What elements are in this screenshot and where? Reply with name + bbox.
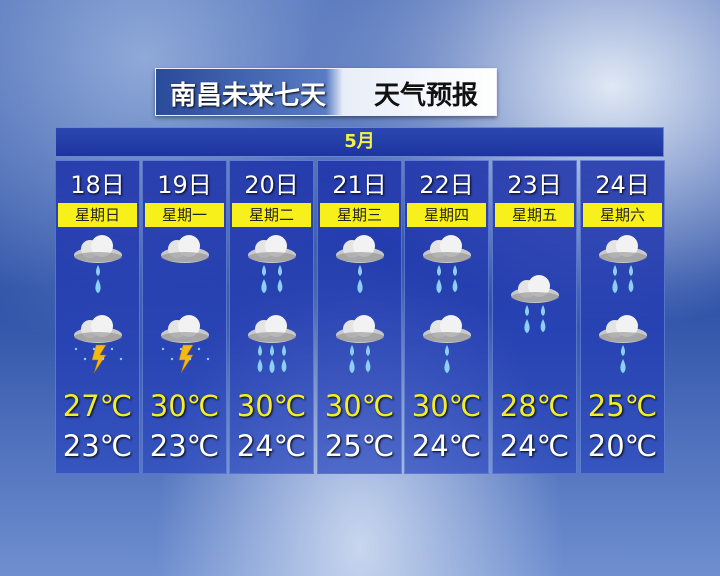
day-column: 24日 星期六 25℃ 20℃ [580,160,665,474]
thunderstorm-icon [161,315,210,374]
day-column: 19日 星期一 30℃ 23℃ [142,160,227,474]
low-temp: 23℃ [149,429,220,463]
day-date: 21日 [332,171,387,199]
high-temp: 25℃ [587,389,658,423]
light-rain-icon [74,235,122,294]
moderate-rain-icon [423,235,471,294]
day-date: 19日 [157,171,212,199]
high-temp: 30℃ [236,389,307,423]
heavy-rain-icon [248,315,296,374]
cloudy-icon [161,235,209,263]
day-date: 18日 [70,171,125,199]
low-temp: 24℃ [411,429,482,463]
high-temp: 30℃ [411,389,482,423]
high-temp: 27℃ [62,389,133,423]
title-rest: 天气预报 [374,81,479,111]
day-column: 18日 星期日 27℃ 23℃ [55,160,140,474]
high-temp: 28℃ [499,389,570,423]
low-temp: 25℃ [324,429,395,463]
day-column: 21日 星期三 30℃ 25℃ [317,160,402,474]
moderate-rain-icon [599,235,647,294]
day-weekday: 星期三 [320,203,399,227]
moderate-rain-icon [336,315,384,374]
day-date: 23日 [507,171,562,199]
day-column: 20日 星期二 30℃ 24℃ [229,160,314,474]
month-bar: 5月 [55,127,664,157]
light-rain-icon [423,315,471,374]
day-column: 23日 星期五 28℃ 24℃ [492,160,577,474]
moderate-rain-icon [248,235,296,294]
title-banner: 南昌未来七天 天气预报 [155,68,497,116]
thunderstorm-icon [74,315,123,374]
day-column: 22日 星期四 30℃ 24℃ [404,160,489,474]
light-rain-icon [336,235,384,294]
high-temp: 30℃ [149,389,220,423]
low-temp: 24℃ [499,429,570,463]
low-temp: 23℃ [62,429,133,463]
day-weekday: 星期四 [407,203,486,227]
day-date: 22日 [419,171,474,199]
day-date: 20日 [244,171,299,199]
high-temp: 30℃ [324,389,395,423]
day-date: 24日 [595,171,650,199]
low-temp: 20℃ [587,429,658,463]
low-temp: 24℃ [236,429,307,463]
day-weekday: 星期五 [495,203,574,227]
day-weekday: 星期六 [583,203,662,227]
moderate-rain-icon [511,275,559,334]
day-weekday: 星期日 [58,203,137,227]
day-weekday: 星期一 [145,203,224,227]
day-weekday: 星期二 [232,203,311,227]
light-rain-icon [599,315,647,374]
title-city: 南昌未来七天 [170,81,327,111]
